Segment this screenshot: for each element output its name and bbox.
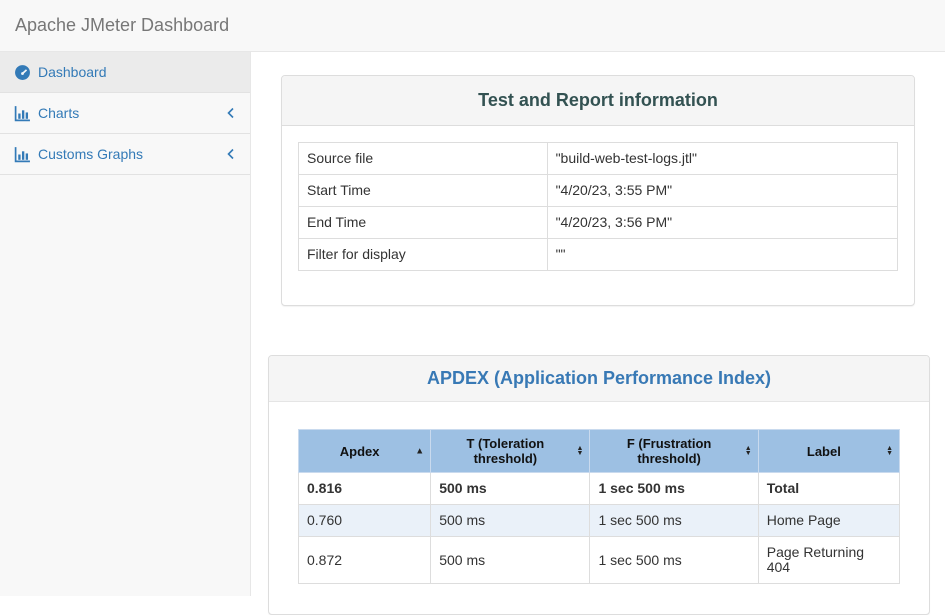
column-header-frustration[interactable]: F (Frustration threshold) ▲ ▼ xyxy=(589,429,759,473)
apdex-value: 0.760 xyxy=(297,504,432,537)
sidebar-item-label: Charts xyxy=(38,105,80,121)
sort-both-icon: ▲ ▼ xyxy=(886,445,893,457)
table-row: Start Time "4/20/23, 3:55 PM" xyxy=(298,174,899,207)
info-label: Filter for display xyxy=(298,238,548,271)
sort-asc-icon: ▲ xyxy=(415,445,425,456)
label-value: Home Page xyxy=(757,504,901,537)
column-header-apdex[interactable]: Apdex ▲ xyxy=(297,429,432,473)
frustration-value: 1 sec 500 ms xyxy=(589,472,759,505)
toleration-value: 500 ms xyxy=(430,536,591,584)
apdex-value: 0.816 xyxy=(297,472,432,505)
test-report-info-title: Test and Report information xyxy=(478,90,718,110)
test-report-info-panel: Test and Report information Source file … xyxy=(281,75,915,306)
apdex-panel: APDEX (Application Performance Index) Ap… xyxy=(268,355,930,615)
sort-both-icon: ▲ ▼ xyxy=(576,445,584,457)
sidebar-item-label: Customs Graphs xyxy=(38,146,144,162)
sort-both-icon: ▲ ▼ xyxy=(744,445,752,457)
apdex-row: 0.760 500 ms 1 sec 500 ms Home Page xyxy=(297,504,901,537)
sidebar-item-charts[interactable]: Charts xyxy=(0,93,250,134)
test-report-info-table: Source file "build-web-test-logs.jtl" St… xyxy=(298,142,899,271)
info-value: "4/20/23, 3:56 PM" xyxy=(546,206,899,239)
toleration-value: 500 ms xyxy=(430,504,591,537)
panel-heading: Test and Report information xyxy=(282,76,914,126)
column-header-label: F (Frustration threshold) xyxy=(626,436,712,466)
panel-body: Apdex ▲ T (Toleration threshold) ▲ ▼ F (F… xyxy=(269,402,929,614)
sidebar-item-label: Dashboard xyxy=(38,64,107,80)
panel-heading: APDEX (Application Performance Index) xyxy=(269,356,929,402)
label-value: Total xyxy=(757,472,901,505)
info-value: "4/20/23, 3:55 PM" xyxy=(546,174,899,207)
panel-body: Source file "build-web-test-logs.jtl" St… xyxy=(282,126,914,305)
sidebar-item-dashboard[interactable]: Dashboard xyxy=(0,52,250,93)
app-title: Apache JMeter Dashboard xyxy=(15,15,230,35)
main-layout: Dashboard Charts xyxy=(0,52,945,615)
bar-chart-icon xyxy=(14,146,38,163)
info-value: "" xyxy=(546,238,899,271)
apdex-row-total: 0.816 500 ms 1 sec 500 ms Total xyxy=(297,472,901,505)
frustration-value: 1 sec 500 ms xyxy=(589,504,759,537)
chevron-left-icon[interactable] xyxy=(226,148,236,160)
sidebar-item-customs-graphs[interactable]: Customs Graphs xyxy=(0,134,250,175)
top-navbar: Apache JMeter Dashboard xyxy=(0,0,945,52)
apdex-row: 0.872 500 ms 1 sec 500 ms Page Returning… xyxy=(297,536,901,584)
apdex-header-row: Apdex ▲ T (Toleration threshold) ▲ ▼ F (F… xyxy=(297,429,901,473)
column-header-label-col[interactable]: Label ▲ ▼ xyxy=(757,429,901,473)
info-label: Source file xyxy=(298,142,548,175)
frustration-value: 1 sec 500 ms xyxy=(589,536,759,584)
column-header-label: Apdex xyxy=(339,443,380,459)
info-value: "build-web-test-logs.jtl" xyxy=(546,142,899,175)
table-row: End Time "4/20/23, 3:56 PM" xyxy=(298,206,899,239)
info-label: End Time xyxy=(298,206,548,239)
content-area: Test and Report information Source file … xyxy=(251,52,945,615)
apdex-table: Apdex ▲ T (Toleration threshold) ▲ ▼ F (F… xyxy=(297,429,901,584)
column-header-toleration[interactable]: T (Toleration threshold) ▲ ▼ xyxy=(430,429,591,473)
bar-chart-icon xyxy=(14,105,38,122)
column-header-label: T (Toleration threshold) xyxy=(466,436,545,466)
dashboard-gauge-icon xyxy=(14,64,38,81)
column-header-label: Label xyxy=(806,443,841,459)
info-label: Start Time xyxy=(298,174,548,207)
sidebar: Dashboard Charts xyxy=(0,52,251,596)
table-row: Filter for display "" xyxy=(298,238,899,271)
toleration-value: 500 ms xyxy=(430,472,591,505)
apdex-title: APDEX (Application Performance Index) xyxy=(426,368,772,388)
table-row: Source file "build-web-test-logs.jtl" xyxy=(298,142,899,175)
chevron-left-icon[interactable] xyxy=(226,107,236,119)
label-value: Page Returning 404 xyxy=(757,536,901,584)
apdex-value: 0.872 xyxy=(297,536,432,584)
